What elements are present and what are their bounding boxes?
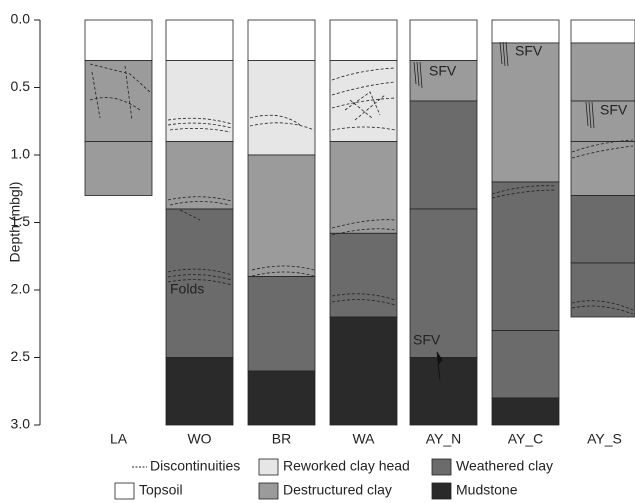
legend-label: Weathered clay [456, 458, 553, 474]
layer [571, 196, 635, 264]
layer [410, 358, 477, 426]
layer [85, 61, 152, 142]
layer [330, 233, 397, 317]
annotation: Folds [170, 281, 204, 297]
layer [166, 20, 233, 61]
layer [571, 20, 635, 43]
x-tick-label: LA [110, 431, 128, 447]
chart: SFV SFV SFV SFV Folds Depth (mbgl) 0.00.… [0, 0, 635, 503]
layer [571, 142, 635, 196]
legend-swatch [432, 459, 451, 475]
layer [248, 277, 315, 372]
annotation: SFV [429, 63, 457, 79]
legend-swatch [259, 483, 278, 499]
y-tick-label: 1.0 [11, 146, 31, 162]
x-tick-label: WA [352, 431, 375, 447]
layer [492, 20, 559, 43]
layer [330, 317, 397, 425]
y-tick-label: 2.0 [11, 281, 31, 297]
layer [571, 43, 635, 101]
layer [410, 101, 477, 209]
x-tick-label: BR [272, 431, 291, 447]
layer [248, 61, 315, 156]
layer [410, 20, 477, 61]
layer [248, 371, 315, 425]
annotation: SFV [413, 332, 441, 348]
layer [492, 398, 559, 425]
legend-swatch [432, 483, 451, 499]
layer [166, 358, 233, 426]
x-tick-label: AY_N [426, 431, 462, 447]
layer [571, 263, 635, 317]
layer [330, 20, 397, 61]
y-tick-label: 1.5 [11, 213, 31, 229]
legend-label: Discontinuities [150, 458, 240, 474]
legend-label: Mudstone [456, 482, 518, 498]
x-tick-label: AY_C [508, 431, 544, 447]
columns [85, 20, 635, 425]
layer [492, 182, 559, 331]
layer [492, 331, 559, 399]
x-tick-label: WO [187, 431, 211, 447]
y-tick-label: 2.5 [11, 348, 31, 364]
x-tick-label: AY_S [587, 431, 622, 447]
y-tick-label: 0.5 [11, 78, 31, 94]
legend-swatch [259, 459, 278, 475]
annotation: SFV [515, 43, 543, 59]
layer [85, 20, 152, 61]
legend-label: Reworked clay head [283, 458, 410, 474]
annotation: SFV [600, 102, 628, 118]
layer [248, 155, 315, 277]
legend-label: Topsoil [139, 482, 183, 498]
legend-label: Destructured clay [283, 482, 392, 498]
y-tick-label: 3.0 [11, 416, 31, 432]
y-tick-label: 0.0 [11, 11, 31, 27]
layer [248, 20, 315, 61]
legend-swatch [115, 483, 134, 499]
layer [85, 142, 152, 196]
